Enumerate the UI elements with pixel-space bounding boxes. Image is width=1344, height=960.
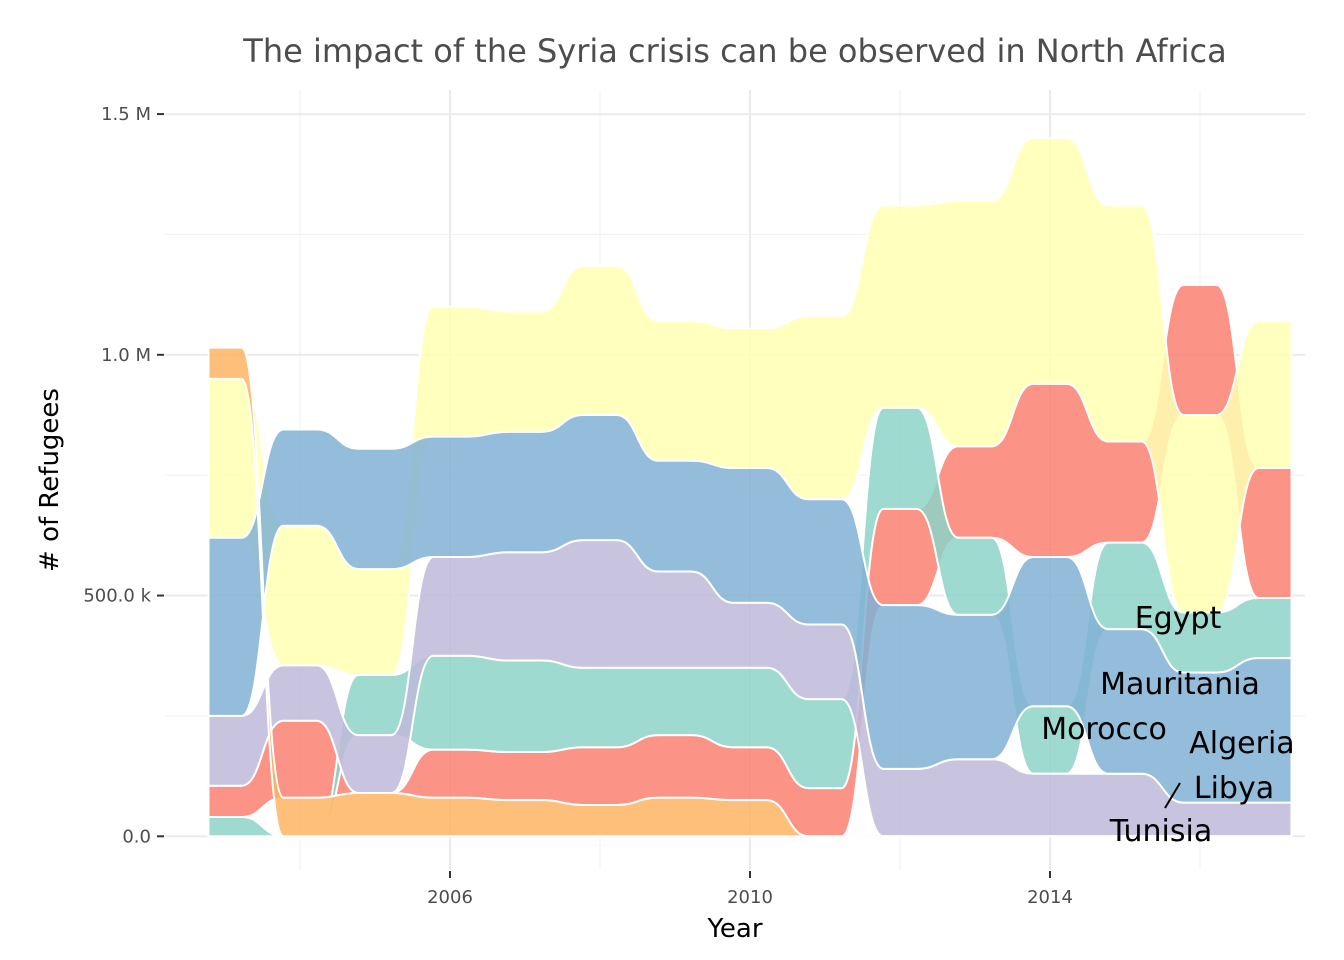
series-label-mauritania: Mauritania — [1100, 667, 1260, 702]
series-label-morocco: Morocco — [1041, 712, 1167, 747]
x-tick-label: 2014 — [1027, 887, 1073, 908]
series-labels: Egypt Mauritania Morocco Algeria Libya T… — [1041, 601, 1295, 849]
tunisia-label-leader — [1164, 782, 1181, 809]
axes: 0.0 500.0 k 1.0 M 1.5 M 2006 2010 2014 — [83, 104, 1073, 908]
x-tick-label: 2010 — [727, 887, 773, 908]
y-tick-label: 1.0 M — [101, 345, 151, 366]
x-tick-label: 2006 — [427, 887, 473, 908]
stream-tunisia — [207, 346, 1292, 838]
y-tick-label: 1.5 M — [101, 104, 151, 125]
x-axis-title: Year — [706, 914, 762, 944]
series-label-egypt: Egypt — [1135, 601, 1222, 636]
y-tick-label: 500.0 k — [83, 586, 151, 607]
stream-libya — [207, 414, 1293, 804]
series-label-libya: Libya — [1194, 771, 1274, 806]
y-tick-label: 0.0 — [122, 826, 151, 847]
y-axis-title: # of Refugees — [35, 388, 65, 572]
streams — [207, 137, 1293, 838]
series-label-algeria: Algeria — [1189, 726, 1294, 761]
chart-title: The impact of the Syria crisis can be ob… — [242, 32, 1226, 70]
series-label-tunisia: Tunisia — [1109, 814, 1212, 849]
